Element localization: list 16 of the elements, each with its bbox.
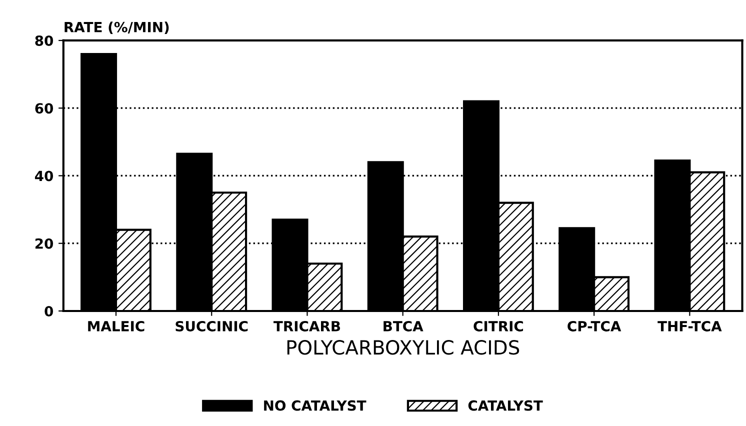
x-tick-label: THF-TCA xyxy=(658,320,722,332)
y-tick-label: 80 xyxy=(35,35,54,46)
x-tick-label: MALEIC xyxy=(88,320,144,332)
y-tick-label: 0 xyxy=(44,306,54,316)
legend-label: CATALYST xyxy=(468,400,543,411)
legend-label: NO CATALYST xyxy=(264,400,366,411)
x-tick-label: BTCA xyxy=(384,320,424,332)
x-tick-label: TRICARB xyxy=(274,320,340,332)
y-tick-label: 60 xyxy=(35,103,54,114)
y-tick-label: 40 xyxy=(34,170,54,182)
x-tick-label: CITRIC xyxy=(474,320,524,332)
x-tick-label: SUCCINIC xyxy=(176,320,248,332)
y-axis-title: RATE (%/MIN) xyxy=(64,22,169,34)
y-tick-label: 20 xyxy=(35,238,54,249)
x-axis-title: POLYCARBOXYLIC ACIDS xyxy=(287,340,520,355)
x-tick-label: CP-TCA xyxy=(568,320,622,332)
